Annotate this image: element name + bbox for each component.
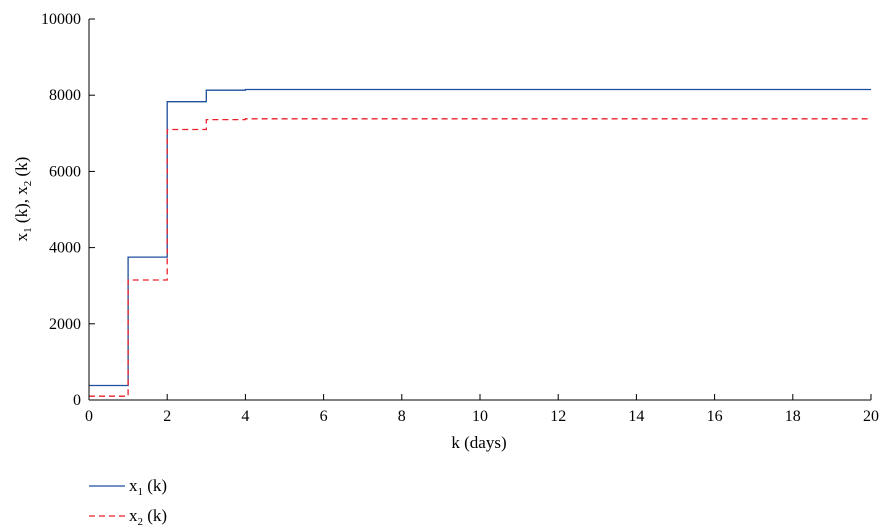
- y-tick-label: 8000: [49, 87, 81, 104]
- y-axis-title: x1 (k), x2 (k): [12, 157, 34, 242]
- y-tick-label: 2000: [49, 316, 81, 333]
- x-axis-ticks: 0 2 4 6 8 10 12 14 16 18 20: [85, 394, 879, 425]
- x-tick-label: 14: [628, 408, 644, 425]
- plot-series: [89, 88, 871, 397]
- y-axis-sub-1: 1: [22, 227, 34, 233]
- x-tick-label: 4: [241, 408, 249, 425]
- x-tick-label: 20: [863, 408, 879, 425]
- series-1-line: [89, 88, 871, 387]
- x-axis-title: k (days): [451, 433, 506, 452]
- y-tick-label: 10000: [41, 11, 81, 28]
- x-tick-label: 18: [785, 408, 801, 425]
- x-tick-label: 16: [707, 408, 723, 425]
- y-tick-label: 6000: [49, 163, 81, 180]
- x-tick-label: 6: [320, 408, 328, 425]
- y-axis-sub-2: 2: [22, 181, 34, 187]
- x-tick-label: 2: [163, 408, 171, 425]
- legend-label-1: x1 (k): [129, 476, 167, 498]
- y-axis-ticks: 0 2000 4000 6000 8000 10000: [41, 11, 95, 409]
- series-2-line: [89, 118, 871, 397]
- x-tick-label: 8: [398, 408, 406, 425]
- x-tick-label: 0: [85, 408, 93, 425]
- y-tick-label: 0: [73, 392, 81, 409]
- x-tick-label: 10: [472, 408, 488, 425]
- x-tick-label: 12: [550, 408, 566, 425]
- legend-label-2: x2 (k): [129, 506, 167, 528]
- y-tick-label: 4000: [49, 240, 81, 257]
- legend: x1 (k) x2 (k): [89, 476, 167, 528]
